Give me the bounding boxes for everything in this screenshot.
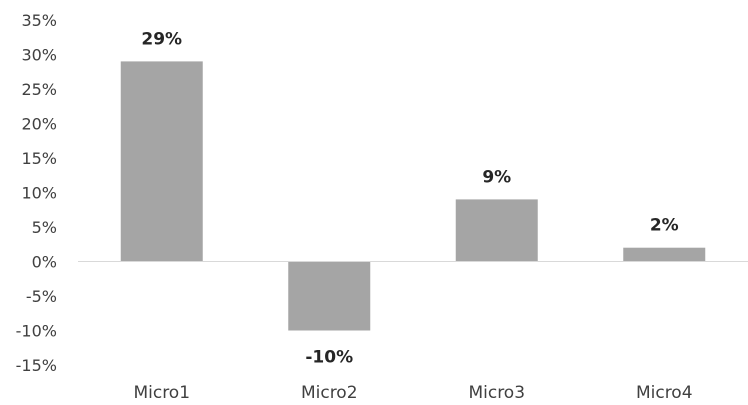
x-axis-categories: Micro1 Micro2 Micro3 Micro4: [133, 383, 692, 403]
y-tick-label: -5%: [26, 287, 57, 306]
data-labels: 29% -10% 9% 2%: [141, 29, 678, 367]
y-tick-label: 35%: [21, 11, 57, 30]
x-tick-label: Micro3: [468, 383, 525, 403]
data-label: -10%: [305, 348, 353, 368]
bars: [120, 61, 706, 331]
x-tick-label: Micro1: [133, 383, 190, 403]
y-tick-label: -15%: [16, 356, 57, 375]
data-label: 29%: [141, 29, 182, 49]
bar-micro3: [455, 199, 538, 262]
y-tick-label: -10%: [16, 322, 57, 341]
y-tick-label: 25%: [21, 80, 57, 99]
bar-micro1: [120, 61, 203, 262]
y-tick-label: 30%: [21, 46, 57, 65]
x-tick-label: Micro4: [636, 383, 693, 403]
y-tick-label: 20%: [21, 115, 57, 134]
bar-micro4: [623, 247, 706, 262]
y-tick-label: 5%: [32, 218, 57, 237]
x-tick-label: Micro2: [301, 383, 358, 403]
bar-micro2: [288, 261, 371, 331]
data-label: 9%: [482, 167, 511, 187]
data-label: 2%: [650, 216, 679, 236]
y-tick-label: 10%: [21, 184, 57, 203]
y-tick-label: 0%: [32, 253, 57, 272]
y-axis-ticks: 35% 30% 25% 20% 15% 10% 5% 0% -5% -10% -15%: [16, 11, 57, 375]
y-tick-label: 15%: [21, 149, 57, 168]
